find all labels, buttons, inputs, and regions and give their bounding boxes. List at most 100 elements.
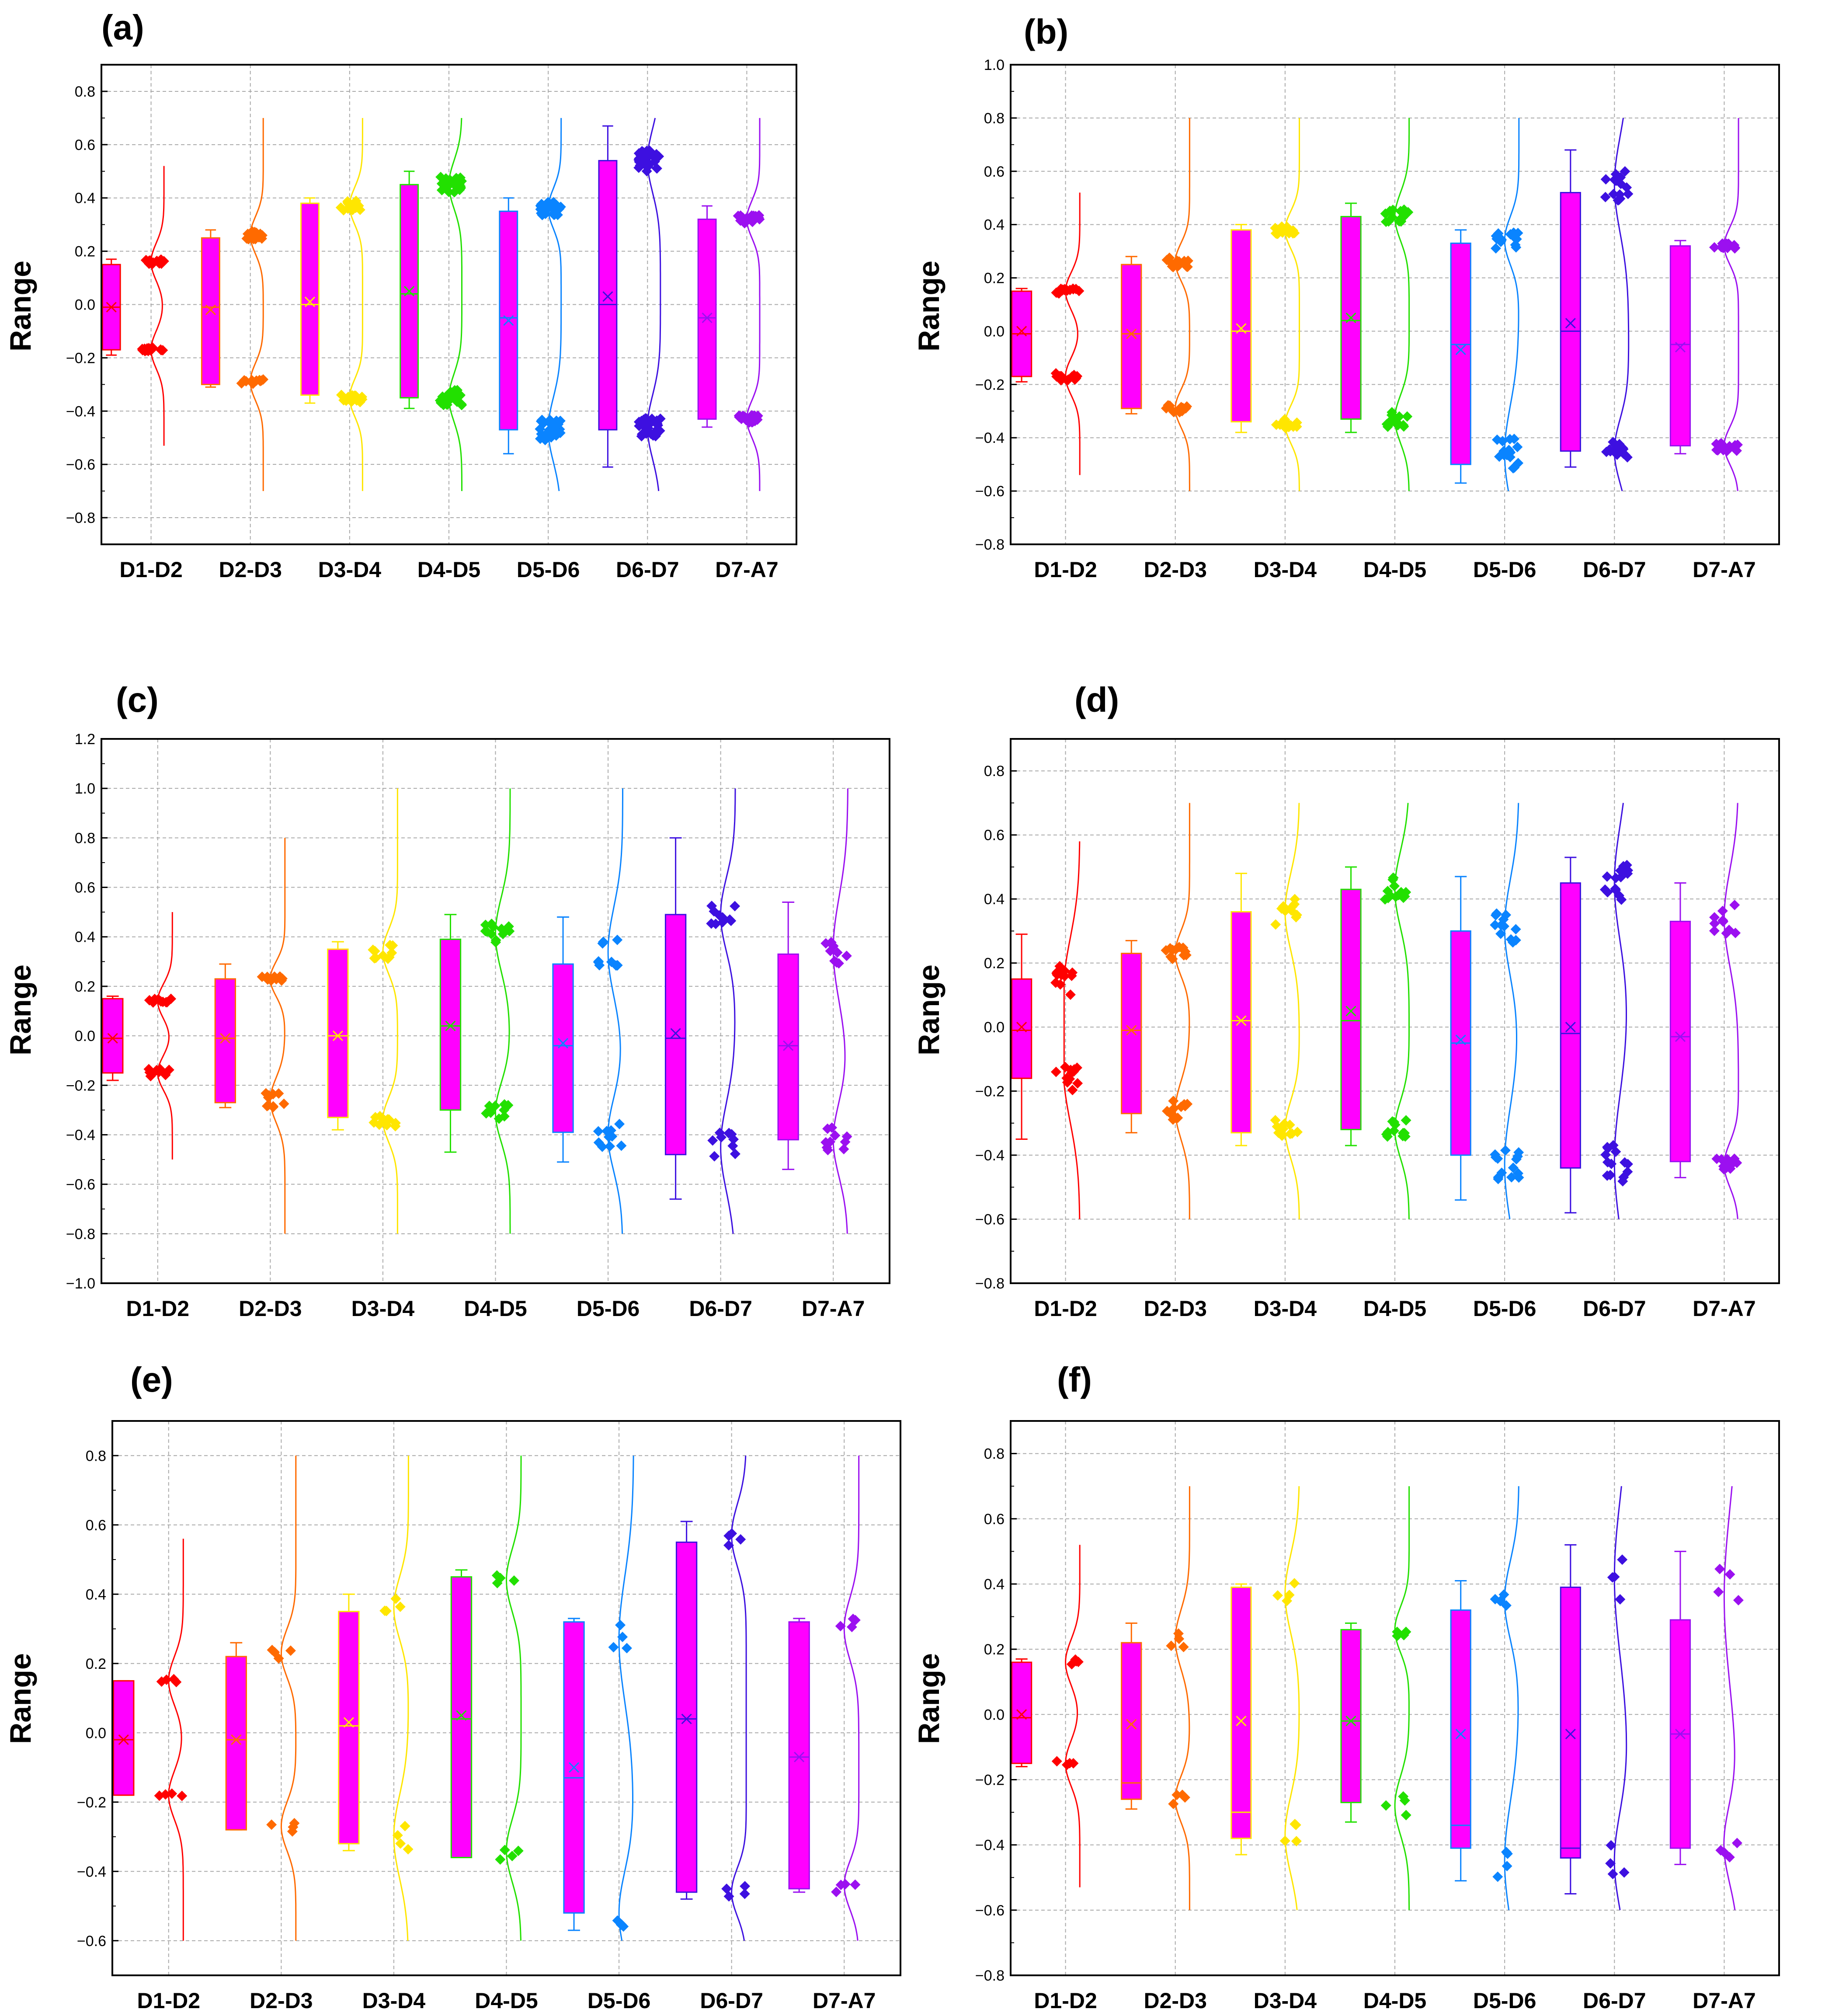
y-tick-label: −0.2 (66, 350, 95, 366)
panel-f: (f) Range −0.8 −0.6 −0.4 −0.2 0.0 0.2 0.4 0.6 0.8 D… (912, 1360, 1780, 2013)
data-point (1399, 1795, 1410, 1806)
mean-marker (503, 315, 514, 326)
y-tick-label: −0.6 (66, 1177, 95, 1193)
series-D1-D2 (102, 912, 177, 1159)
y-tick-label: −0.2 (975, 1083, 1005, 1100)
data-point (1276, 221, 1287, 232)
y-axis-label: Range (912, 1653, 946, 1744)
mean-marker (1126, 1025, 1137, 1036)
data-point (1068, 1758, 1079, 1769)
box (1560, 882, 1581, 1169)
data-point (456, 399, 467, 410)
data-point (497, 929, 508, 940)
data-point (390, 1121, 401, 1132)
data-point (850, 1879, 861, 1890)
y-tick-label: 0.4 (86, 1586, 106, 1603)
data-points (491, 1570, 524, 1865)
distribution-curve (393, 1455, 409, 1941)
x-tick-label: D2-D3 (239, 1296, 302, 1321)
distribution-curve (1175, 803, 1190, 1219)
data-point (1400, 1131, 1411, 1142)
data-point (1171, 1790, 1182, 1800)
panel-label: (a) (101, 8, 144, 47)
data-point (503, 921, 514, 932)
y-tick-label: −0.6 (975, 1902, 1005, 1919)
data-point (1709, 912, 1720, 923)
data-point (453, 182, 464, 193)
mean-marker (1126, 1719, 1137, 1730)
data-point (1399, 210, 1410, 221)
data-point (1279, 414, 1290, 425)
data-point (1600, 174, 1611, 185)
data-point (1270, 919, 1281, 930)
mean-marker (1126, 328, 1137, 339)
mean-marker (1016, 1022, 1027, 1033)
y-tick-label: 0.8 (984, 110, 1005, 127)
box (225, 1656, 247, 1831)
data-point (749, 413, 760, 424)
y-tick-label: −0.2 (77, 1794, 106, 1811)
data-point (1501, 909, 1512, 920)
series-D3-D4 (327, 788, 401, 1234)
data-point (435, 395, 445, 406)
data-point (830, 1130, 841, 1141)
distribution-curve (843, 1455, 860, 1941)
data-point (634, 153, 645, 164)
data-point (730, 901, 740, 912)
data-point (1721, 928, 1732, 939)
data-point (1383, 216, 1394, 227)
x-tick-label: D5-D6 (1473, 1988, 1536, 2013)
data-point (608, 1642, 619, 1653)
series-D1-D2 (101, 166, 169, 446)
x-tick-label: D7-A7 (715, 557, 778, 582)
data-point (147, 343, 158, 354)
data-point (1179, 1792, 1190, 1803)
data-points (1272, 1578, 1302, 1847)
data-point (385, 940, 396, 951)
data-point (1709, 926, 1720, 937)
mean-marker (1236, 323, 1247, 334)
y-tick-label: 0.4 (984, 1576, 1005, 1593)
data-point (368, 944, 379, 955)
data-point (395, 1601, 406, 1612)
distribution-curve (746, 118, 761, 491)
box (102, 998, 124, 1074)
series-D3-D4 (300, 118, 368, 491)
mean-marker (1345, 312, 1356, 324)
y-tick-label: 0.6 (984, 1511, 1005, 1528)
data-point (1618, 444, 1629, 455)
data-point (490, 1100, 501, 1111)
data-points (1380, 1626, 1411, 1821)
data-point (1380, 1800, 1391, 1811)
data-points (535, 197, 566, 446)
data-point (1389, 1117, 1400, 1128)
y-tick-label: −0.8 (66, 510, 95, 526)
data-point (1605, 1858, 1616, 1869)
panel-e: (e) Range −0.6 −0.4 −0.2 0.0 0.2 0.4 0.6 0.8 D1-D2… (4, 1360, 901, 2013)
data-point (641, 166, 652, 177)
box (1560, 1586, 1581, 1859)
distribution-curve (150, 166, 165, 446)
data-point (1288, 421, 1299, 432)
x-tick-label: D6-D7 (689, 1296, 752, 1321)
x-tick-label: D2-D3 (1144, 557, 1206, 582)
y-axis-label: Range (912, 261, 946, 352)
distribution-curve (618, 1455, 634, 1941)
data-point (383, 1114, 394, 1125)
x-tick-label: D3-D4 (1254, 1296, 1317, 1321)
x-tick-label: D6-D7 (616, 557, 679, 582)
y-tick-label: 0.2 (984, 270, 1005, 287)
mean-marker (557, 1038, 569, 1049)
data-points (143, 993, 177, 1082)
series-D2-D3 (225, 1455, 300, 1941)
box (1340, 888, 1362, 1130)
data-point (513, 1845, 524, 1856)
data-point (266, 1819, 277, 1830)
data-point (612, 934, 623, 945)
x-tick-label: D3-D4 (1254, 1988, 1317, 2013)
box (499, 210, 518, 431)
data-point (439, 175, 450, 186)
distribution-curve (1284, 803, 1300, 1219)
y-tick-label: −0.4 (66, 403, 95, 420)
data-point (1599, 884, 1610, 895)
